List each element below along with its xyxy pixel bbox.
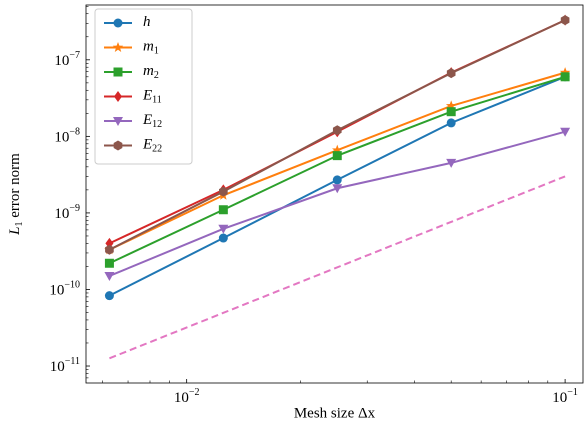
- marker: [446, 107, 456, 117]
- marker: [113, 117, 123, 126]
- marker: [104, 271, 115, 281]
- marker: [113, 140, 123, 151]
- legend-label: h: [143, 14, 151, 30]
- legend-label: E11: [142, 88, 162, 106]
- x-tick-label: 10−1: [552, 387, 578, 406]
- marker: [560, 72, 570, 82]
- marker: [218, 205, 228, 215]
- marker: [559, 67, 571, 78]
- legend-label: m1: [143, 39, 159, 57]
- marker: [105, 244, 114, 255]
- plot-frame: [85, 4, 584, 384]
- marker: [113, 18, 123, 28]
- marker: [104, 291, 114, 301]
- marker: [218, 224, 229, 234]
- marker: [218, 233, 228, 243]
- marker: [332, 125, 342, 136]
- marker: [332, 151, 342, 161]
- reference-line: [109, 175, 566, 360]
- marker: [104, 258, 114, 268]
- marker: [445, 100, 457, 111]
- legend-label: E22: [142, 137, 162, 155]
- marker: [114, 91, 122, 102]
- y-tick-label: 10−7: [54, 50, 80, 69]
- x-tick-label: 10−2: [174, 387, 200, 406]
- marker: [560, 15, 570, 26]
- marker: [332, 184, 343, 194]
- marker: [446, 68, 456, 79]
- y-tick-label: 10−8: [54, 127, 80, 146]
- y-tick-label: 10−9: [54, 203, 80, 222]
- marker: [446, 158, 457, 168]
- legend-label: E12: [142, 112, 162, 130]
- marker: [219, 186, 228, 197]
- x-axis-label: Mesh size Δx: [294, 405, 376, 421]
- marker: [112, 42, 124, 52]
- y-tick-label: 10−11: [50, 356, 80, 375]
- y-axis-label: L1 error norm: [7, 153, 25, 236]
- marker: [113, 67, 123, 77]
- marker: [446, 118, 456, 128]
- marker: [560, 127, 571, 137]
- legend-label: m2: [143, 63, 159, 81]
- y-tick-label: 10−10: [49, 280, 80, 299]
- marker: [332, 144, 343, 155]
- marker: [332, 175, 342, 185]
